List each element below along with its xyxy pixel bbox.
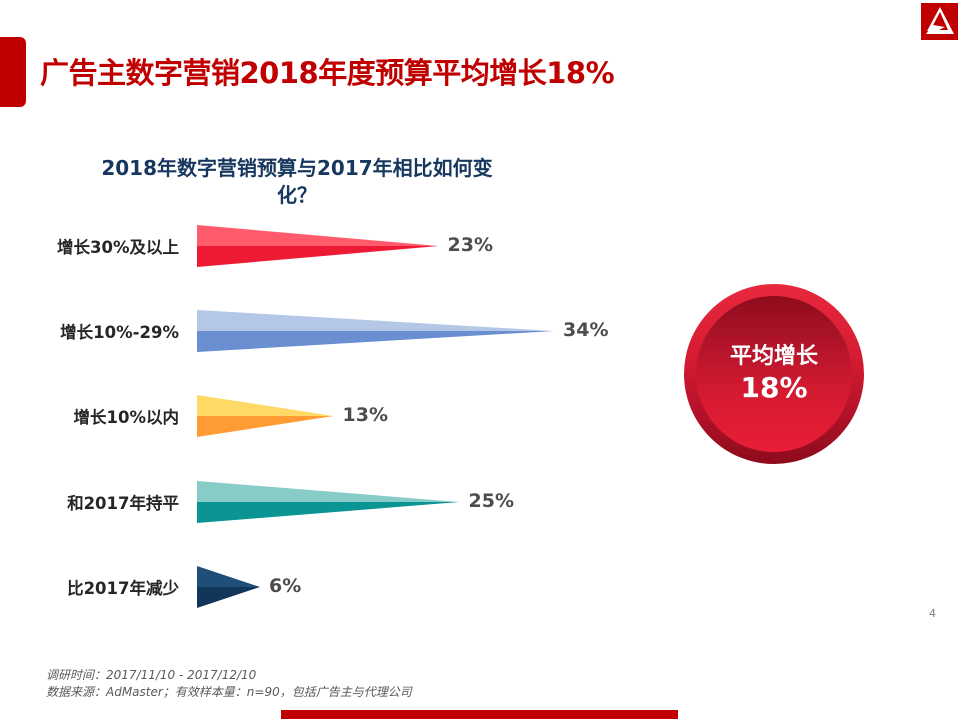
funnel-bar-bottom bbox=[197, 331, 554, 352]
page-number: 4 bbox=[929, 607, 936, 620]
category-label: 比2017年减少 bbox=[67, 579, 179, 598]
title-accent-block bbox=[0, 37, 26, 107]
badge-inner-disk: 平均增长 18% bbox=[696, 296, 852, 452]
value-label: 13% bbox=[342, 404, 388, 426]
footnote-data-source: 数据来源：AdMaster；有效样本量：n=90，包括广告主与代理公司 bbox=[46, 685, 412, 699]
category-label: 增长10%-29% bbox=[60, 323, 179, 342]
funnel-bar-bottom bbox=[197, 416, 334, 437]
page-title: 广告主数字营销2018年度预算平均增长18% bbox=[40, 56, 615, 90]
funnel-bar-top bbox=[197, 395, 334, 416]
funnel-bar-top bbox=[197, 481, 460, 502]
footnote-survey-period: 调研时间：2017/11/10 - 2017/12/10 bbox=[46, 668, 257, 682]
funnel-bar-bottom bbox=[197, 246, 439, 267]
funnel-bar-top bbox=[197, 566, 260, 587]
category-label: 和2017年持平 bbox=[67, 494, 179, 513]
brand-logo-icon bbox=[921, 3, 958, 40]
badge-value: 18% bbox=[740, 371, 808, 404]
chart-title-line-1: 2018年数字营销预算与2017年相比如何变 bbox=[101, 156, 493, 180]
value-label: 6% bbox=[269, 575, 302, 597]
value-label: 34% bbox=[563, 319, 609, 341]
bottom-accent-bar bbox=[281, 710, 678, 719]
funnel-bar-top bbox=[197, 310, 554, 331]
category-label: 增长10%以内 bbox=[73, 408, 180, 427]
category-label: 增长30%及以上 bbox=[57, 238, 179, 257]
value-label: 23% bbox=[447, 234, 493, 256]
value-label: 25% bbox=[468, 490, 514, 512]
funnel-bar-top bbox=[197, 225, 439, 246]
badge-text: 平均增长 bbox=[729, 344, 818, 369]
chart-title-line-2: 化？ bbox=[277, 183, 317, 207]
funnel-bar-bottom bbox=[197, 587, 260, 608]
average-growth-badge: 平均增长 18% bbox=[684, 284, 864, 464]
chart-title: 2018年数字营销预算与2017年相比如何变 化？ bbox=[62, 155, 532, 209]
funnel-bar-bottom bbox=[197, 502, 460, 523]
